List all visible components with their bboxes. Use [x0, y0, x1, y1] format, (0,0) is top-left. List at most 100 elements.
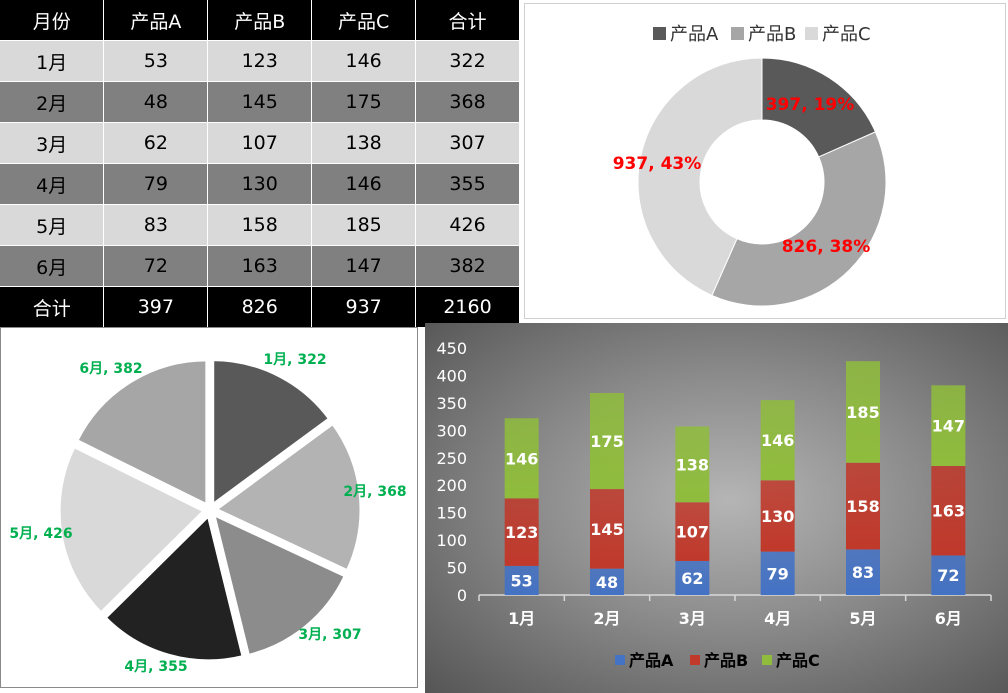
table-cell: 130: [207, 163, 313, 205]
y-tick-label: 450: [436, 339, 467, 358]
bar-segment: [931, 466, 966, 556]
bar-segment: [504, 418, 539, 499]
bar-segment: [846, 361, 880, 463]
table-cell: 72: [103, 245, 209, 287]
table-cell: 146: [311, 40, 417, 82]
y-tick-label: 50: [447, 559, 467, 578]
pie-data-label: 2月, 368: [343, 484, 406, 500]
pie-data-label: 3月, 307: [298, 627, 361, 643]
bar-data-label: 79: [767, 564, 789, 583]
bar-data-label: 130: [761, 507, 794, 526]
bar-data-label: 147: [932, 417, 965, 436]
pie-slice: [211, 358, 332, 508]
table-cell: 6月: [0, 245, 105, 287]
table-cell: 4月: [0, 163, 105, 205]
table-row: 6月 72 163 147 382: [0, 245, 520, 287]
legend-swatch: [805, 27, 818, 40]
donut-slice: [637, 57, 763, 297]
table-cell: 2月: [0, 81, 105, 123]
table-cell: 3月: [0, 122, 105, 164]
bar-data-label: 185: [846, 403, 879, 422]
bar-data-label: 62: [681, 569, 703, 588]
table-row: 1月 53 123 146 322: [0, 40, 520, 82]
table-cell: 83: [103, 204, 209, 246]
x-category-label: 5月: [849, 609, 876, 628]
pie-slice: [57, 444, 207, 616]
y-tick-label: 100: [436, 531, 467, 550]
donut-slice: [761, 57, 877, 158]
x-category-label: 4月: [764, 609, 791, 628]
bar-data-label: 175: [590, 432, 623, 451]
donut-chart-panel: 产品A 产品B 产品C 397, 19% 826, 38% 937, 43%: [524, 3, 1006, 319]
bar-segment: [675, 426, 710, 503]
table-header-cell: 月份: [0, 0, 105, 41]
pie-chart-panel: 1月, 322 2月, 368 3月, 307 4月, 355 5月, 426 6月, 3…: [0, 327, 418, 688]
y-tick-label: 250: [436, 449, 467, 468]
legend-label: 产品C: [822, 24, 871, 45]
table-total-row: 合计 397 826 937 2160: [0, 286, 520, 328]
table-cell: 397: [103, 286, 209, 328]
bar-segment: [590, 489, 624, 569]
bar-segment: [504, 565, 539, 595]
donut-chart: 产品A 产品B 产品C 397, 19% 826, 38% 937, 43%: [613, 24, 887, 307]
table-cell: 5月: [0, 204, 105, 246]
table-cell: 62: [103, 122, 209, 164]
table-cell: 123: [207, 40, 313, 82]
legend-label: 产品A: [629, 651, 674, 670]
bar-segment: [675, 560, 710, 595]
stacked-bar-chart-panel: 0 50 100 150 200 250 300 350 400 450 53 123 146 1月 48 1…: [425, 323, 1008, 693]
bar-data-label: 158: [846, 497, 879, 516]
table-cell: 145: [207, 81, 313, 123]
legend-swatch: [653, 27, 666, 40]
table-cell: 185: [311, 204, 417, 246]
donut-data-label: 826, 38%: [782, 237, 871, 257]
bar-segment: [760, 400, 795, 481]
legend-label: 产品B: [748, 24, 796, 45]
bar-data-label: 107: [676, 523, 709, 542]
bar-data-label: 146: [505, 449, 538, 468]
table-header-cell: 产品B: [207, 0, 313, 41]
bar-data-label: 72: [937, 566, 959, 585]
pie-slice: [211, 511, 348, 658]
bar-data-label: 83: [852, 563, 874, 582]
table-cell: 79: [103, 163, 209, 205]
pie-data-label: 5月, 426: [9, 526, 72, 542]
legend-swatch: [762, 655, 772, 665]
table-cell: 307: [415, 122, 520, 164]
table-cell: 163: [207, 245, 313, 287]
table-cell: 426: [415, 204, 520, 246]
table-cell: 146: [311, 163, 417, 205]
x-category-label: 3月: [679, 609, 706, 628]
x-category-label: 6月: [935, 609, 962, 628]
legend-swatch: [731, 27, 744, 40]
y-tick-label: 300: [436, 421, 467, 440]
bar-data-label: 48: [596, 573, 618, 592]
bar-segment: [931, 385, 966, 467]
donut-data-label: 397, 19%: [766, 95, 855, 115]
pie-slice: [74, 358, 209, 508]
bar-segment: [931, 555, 966, 595]
bar-data-label: 53: [511, 571, 533, 590]
table-header-cell: 合计: [415, 0, 520, 41]
table-row: 4月 79 130 146 355: [0, 163, 520, 205]
table-row: 3月 62 107 138 307: [0, 122, 520, 164]
bar-segment: [846, 549, 880, 595]
table-cell: 合计: [0, 286, 105, 328]
pie-slice: [213, 421, 363, 573]
table-cell: 147: [311, 245, 417, 287]
table-header-cell: 产品C: [311, 0, 417, 41]
pie-data-label: 6月, 382: [79, 361, 142, 377]
pie-data-label: 4月, 355: [124, 659, 187, 675]
table-cell: 937: [311, 286, 417, 328]
legend-label: 产品C: [776, 651, 820, 670]
table-cell: 322: [415, 40, 520, 82]
y-tick-label: 0: [457, 586, 467, 605]
y-tick-label: 150: [436, 504, 467, 523]
bar-segment: [504, 498, 539, 566]
bar-segment: [675, 502, 710, 561]
table-cell: 826: [207, 286, 313, 328]
table-cell: 138: [311, 122, 417, 164]
donut-slice: [711, 131, 887, 307]
table-cell: 175: [311, 81, 417, 123]
bar-data-label: 145: [590, 520, 623, 539]
